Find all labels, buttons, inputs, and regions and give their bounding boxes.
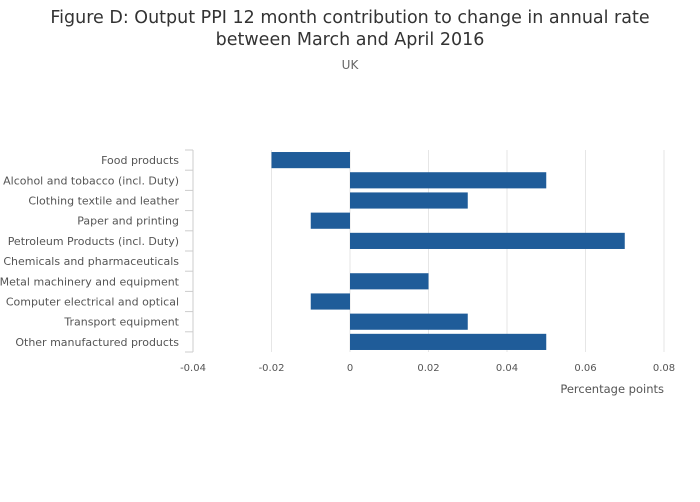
x-tick-label-4: 0.04 xyxy=(496,363,518,374)
chart-title-line-2: between March and April 2016 xyxy=(215,30,485,50)
chart-subtitle: UK xyxy=(341,58,359,72)
bar-9 xyxy=(350,333,547,350)
bar-1 xyxy=(350,172,547,189)
category-label-8: Transport equipment xyxy=(63,316,179,329)
category-label-7: Computer electrical and optical xyxy=(6,296,179,309)
category-label-6: Metal machinery and equipment xyxy=(0,275,180,288)
category-label-1: Alcohol and tobacco (incl. Duty) xyxy=(3,174,179,187)
bar-8 xyxy=(350,313,468,330)
category-labels: Food products Alcohol and tobacco (incl. … xyxy=(0,154,180,349)
x-tick-label-1: -0.02 xyxy=(259,363,285,374)
category-label-2: Clothing textile and leather xyxy=(28,195,179,208)
x-tick-labels: -0.04 -0.02 0 0.02 0.04 0.06 0.08 xyxy=(180,363,675,374)
category-label-5: Chemicals and pharmaceuticals xyxy=(3,255,179,268)
x-tick-label-0: -0.04 xyxy=(180,363,206,374)
bars xyxy=(271,152,625,350)
category-label-4: Petroleum Products (incl. Duty) xyxy=(8,235,179,248)
category-label-9: Other manufactured products xyxy=(15,336,179,349)
x-tick-label-5: 0.06 xyxy=(574,363,596,374)
x-axis-label: Percentage points xyxy=(560,382,664,396)
bar-0 xyxy=(271,152,350,169)
category-label-0: Food products xyxy=(101,154,179,167)
bar-4 xyxy=(350,232,625,249)
y-axis xyxy=(185,149,194,353)
x-tick-label-2: 0 xyxy=(347,363,353,374)
x-tick-label-3: 0.02 xyxy=(417,363,439,374)
bar-6 xyxy=(350,273,429,290)
bar-3 xyxy=(310,212,350,229)
category-label-3: Paper and printing xyxy=(77,215,179,228)
bar-2 xyxy=(350,192,468,209)
x-tick-label-6: 0.08 xyxy=(653,363,675,374)
chart-title-line-1: Figure D: Output PPI 12 month contributi… xyxy=(50,8,650,28)
bar-7 xyxy=(310,293,350,310)
